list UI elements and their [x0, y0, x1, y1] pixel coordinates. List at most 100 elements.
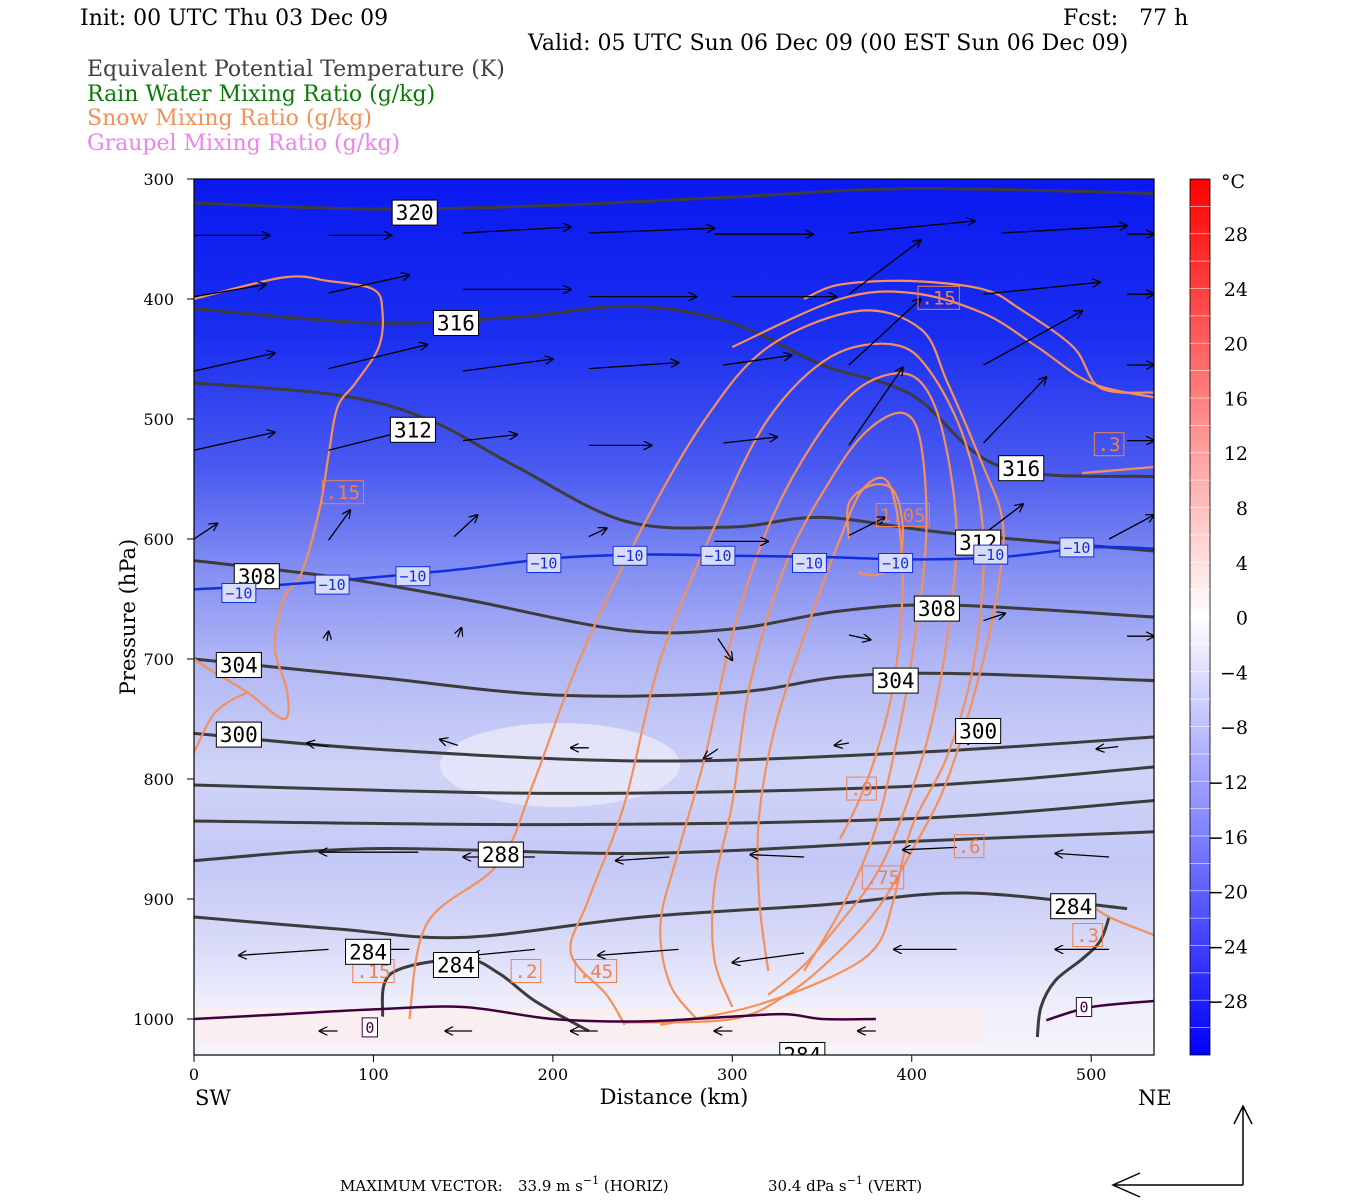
theta-e-contour-284 [380, 957, 590, 1033]
svg-text:.9: .9 [850, 778, 873, 800]
wind-vector [848, 221, 975, 234]
x-tick-label: 500 [1076, 1065, 1107, 1084]
svg-text:320: 320 [396, 201, 434, 225]
svg-text:−10: −10 [796, 554, 823, 572]
wind-vector [848, 517, 885, 536]
x-tick-label: 400 [896, 1065, 927, 1084]
wind-vector [616, 857, 670, 861]
svg-text:284: 284 [437, 954, 475, 978]
svg-text:−10: −10 [704, 547, 731, 565]
y-axis-label: Pressure (hPa) [116, 539, 140, 695]
svg-text:−10: −10 [882, 554, 909, 572]
svg-text:0: 0 [365, 1019, 374, 1037]
wind-vector [723, 437, 777, 444]
wind-vector [903, 847, 957, 849]
svg-text:−10: −10 [977, 546, 1004, 564]
svg-text:−10: −10 [530, 554, 557, 572]
x-tick-label: 200 [538, 1065, 569, 1084]
theta-e-contour-284 [1035, 916, 1111, 1038]
wind-vector [328, 345, 428, 370]
field-legend-theta-e: Equivalent Potential Temperature (K) [87, 57, 505, 82]
max-vector-horiz: 33.9 m s−1 (HORIZ) [518, 1174, 669, 1195]
isotherm-zero-label: 0 [361, 1017, 379, 1038]
y-axis-ticks: 300 400 500 600 700 800 900 1000 [133, 170, 194, 1029]
wind-vector [458, 628, 462, 638]
svg-text:.6: .6 [958, 836, 981, 858]
wind-vector [983, 377, 1047, 444]
snow-label: 1.05 [875, 503, 930, 527]
snow-contours [194, 275, 1154, 1027]
svg-text:−10: −10 [399, 568, 426, 586]
wind-vector [239, 948, 329, 955]
isotherm-zero-label: 0 [1075, 997, 1093, 1017]
svg-text:.15: .15 [356, 961, 390, 983]
snow-contour-0.75 [711, 411, 928, 1008]
theta-e-label: 288 [477, 841, 524, 868]
isotherm-minus10-label: −10 [314, 574, 350, 595]
colorbar-ticks: 28 24 20 16 12 8 4 0 −4 −8 −12 −16 −20 −24 −28 [1208, 224, 1248, 1013]
theta-e-contour-316 [194, 304, 1154, 479]
svg-text:.3: .3 [1098, 434, 1121, 456]
wind-vector [328, 510, 351, 541]
snow-contour-0.15 [194, 275, 384, 721]
x-axis-ticks: 0 100 200 300 400 500 [189, 1055, 1107, 1084]
svg-text:0: 0 [1080, 998, 1089, 1016]
wind-vector [983, 613, 1006, 622]
svg-text:316: 316 [437, 312, 475, 336]
colorbar-tick-label: −12 [1208, 772, 1248, 794]
theta-e-label: 304 [872, 667, 919, 694]
wind-vector [463, 359, 553, 372]
svg-text:−10: −10 [1063, 539, 1090, 557]
isotherm-minus10-label: −10 [526, 553, 562, 573]
svg-text:288: 288 [482, 843, 520, 867]
theta-e-contour-312 [194, 381, 1154, 553]
x-tick-label: 0 [189, 1065, 199, 1084]
wind-vector [848, 367, 903, 446]
theta-e-contour-304 [194, 657, 1154, 698]
wind-vector [848, 299, 921, 366]
wind-vector [732, 952, 805, 963]
svg-text:300: 300 [959, 720, 997, 744]
svg-text:.3: .3 [1076, 925, 1099, 947]
y-tick-label: 800 [143, 770, 174, 789]
colorbar-tick-label: 12 [1224, 443, 1248, 465]
field-legend-rain: Rain Water Mixing Ratio (g/kg) [87, 82, 436, 107]
svg-text:−10: −10 [319, 576, 346, 594]
theta-e-contour-286 [194, 891, 1128, 940]
svg-text:316: 316 [1002, 457, 1040, 481]
wind-vector [717, 638, 732, 661]
y-tick-label: 700 [143, 650, 174, 669]
max-vector-vert: 30.4 dPa s−1 (VERT) [768, 1174, 922, 1195]
snow-label: .15 [917, 285, 960, 310]
snow-label: .75 [861, 865, 905, 890]
wind-vector [1001, 226, 1127, 234]
wind-vector [194, 432, 275, 451]
theta-e-label: 300 [215, 721, 262, 748]
snow-label: .2 [510, 959, 542, 983]
isotherm-minus10-label: −10 [878, 553, 914, 573]
theta-e-label: 284 [779, 1042, 826, 1055]
colorbar-tick-label: −24 [1208, 936, 1248, 958]
wind-vector [588, 228, 715, 234]
svg-text:−10: −10 [225, 584, 252, 602]
colorbar-tick-label: 24 [1224, 279, 1248, 301]
svg-text:284: 284 [1054, 895, 1092, 919]
isotherm-minus10-label: −10 [395, 566, 431, 587]
x-tick-label: 100 [358, 1065, 389, 1084]
plot-frame [193, 178, 1155, 1056]
isotherm-labels: −10 −10 −10 −10 −10 −10 −10 −10 −10 −10 0 0 [221, 537, 1095, 1038]
colorbar-tick-label: 16 [1224, 388, 1248, 410]
init-time: Init: 00 UTC Thu 03 Dec 09 [80, 6, 389, 31]
theta-e-label: 312 [389, 416, 436, 443]
theta-e-label: 304 [215, 652, 262, 678]
theta-e-label: 284 [432, 952, 480, 978]
snow-contour-0.3 [1082, 465, 1154, 475]
wind-vector [704, 748, 719, 759]
svg-text:312: 312 [394, 418, 432, 442]
wind-vector [194, 285, 266, 298]
warm-core-highlight [440, 723, 680, 807]
x-tick-label: 300 [717, 1065, 748, 1084]
colorbar-tick-label: −28 [1208, 991, 1248, 1013]
